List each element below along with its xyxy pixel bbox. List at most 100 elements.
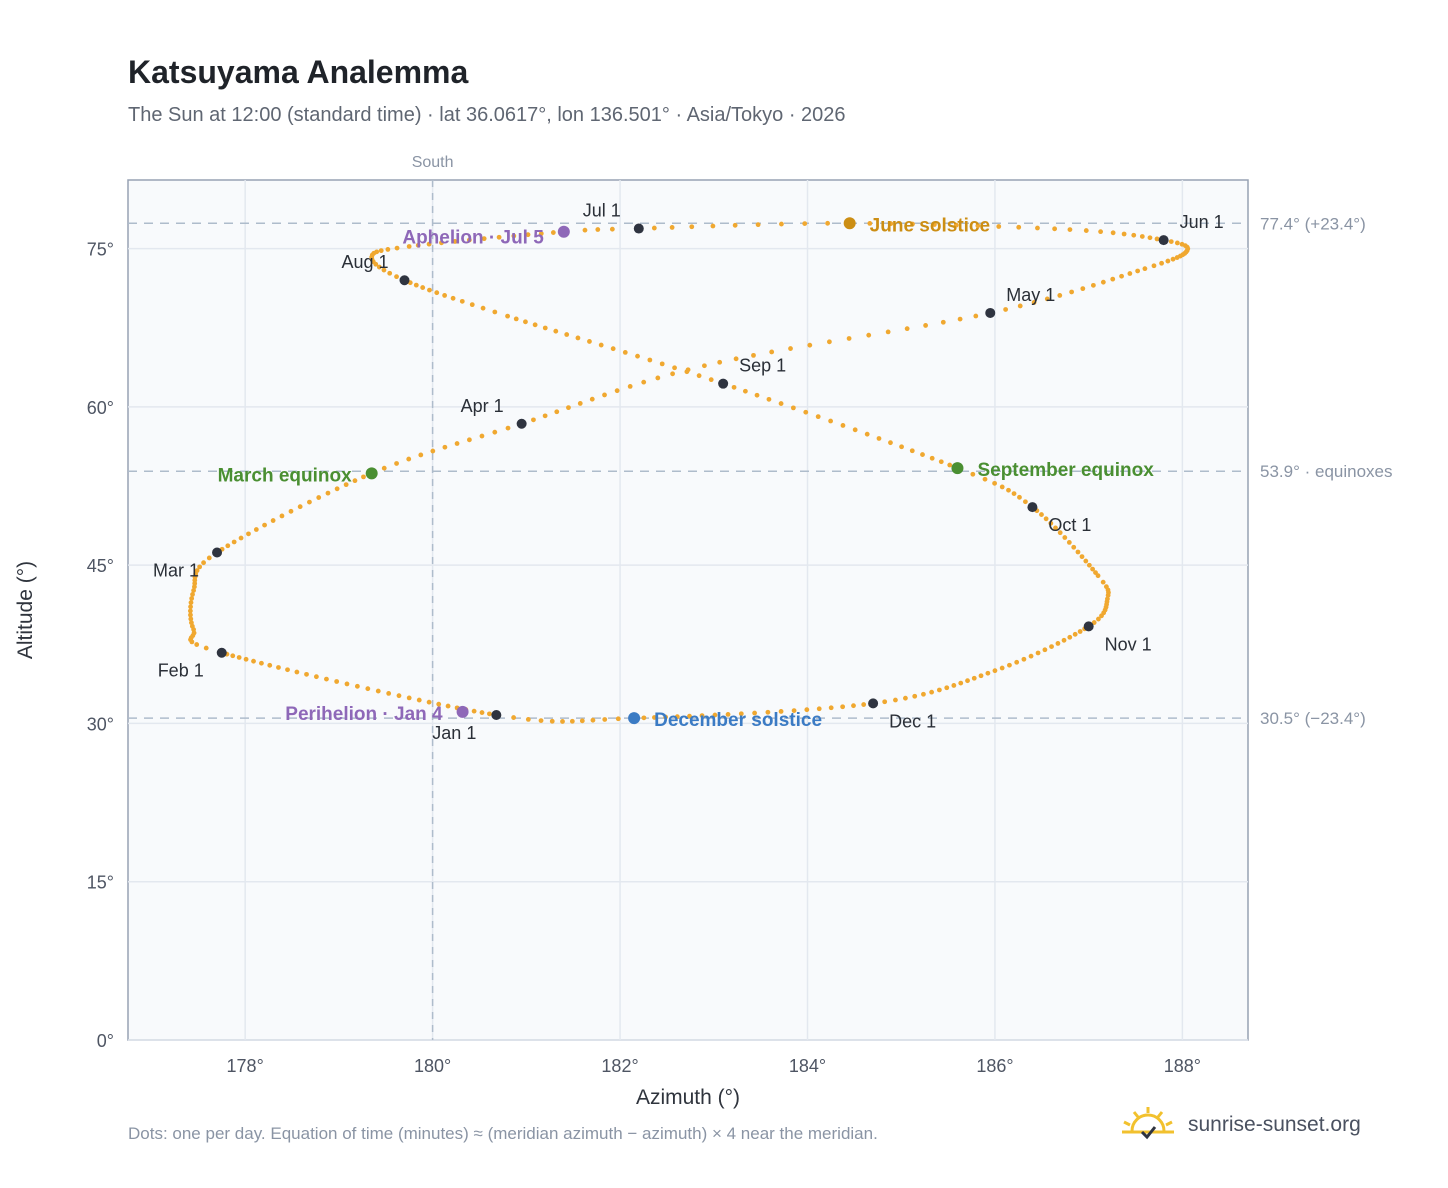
analemma-day-dot <box>696 373 702 379</box>
analemma-day-dot <box>270 518 276 523</box>
analemma-day-dot <box>538 231 544 236</box>
analemma-day-dot <box>454 441 460 446</box>
analemma-day-dot <box>236 655 242 660</box>
analemma-day-dot <box>788 346 793 351</box>
analemma-day-dot <box>663 714 668 720</box>
analemma-day-dot <box>614 388 620 394</box>
reference-label: 53.9° · equinoxes <box>1260 462 1393 481</box>
analemma-day-dot <box>733 356 739 362</box>
analemma-day-dot <box>418 452 424 458</box>
analemma-day-dot <box>670 371 675 377</box>
analemma-day-dot <box>888 440 893 446</box>
analemma-day-dot <box>297 504 303 510</box>
analemma-day-dot <box>560 719 565 724</box>
analemma-day-dot <box>852 427 858 433</box>
y-tick-label: 60° <box>87 398 114 418</box>
analemma-day-dot <box>672 365 677 371</box>
analemma-day-dot <box>1017 303 1023 309</box>
analemma-day-dot <box>492 429 498 435</box>
analemma-day-dot <box>953 222 959 228</box>
analemma-day-dot <box>1016 224 1022 230</box>
analemma-day-dot <box>590 717 596 723</box>
analemma-day-dot <box>325 490 331 496</box>
analemma-day-dot <box>738 711 744 717</box>
analemma-day-dot <box>542 413 548 419</box>
event-marker-label: December solstice <box>654 710 822 731</box>
analemma-day-dot <box>826 339 832 345</box>
analemma-day-dot <box>381 267 387 273</box>
analemma-day-dot <box>929 689 935 695</box>
analemma-day-dot <box>731 384 737 390</box>
analemma-day-dot <box>344 681 350 687</box>
event-marker-dot <box>843 217 856 230</box>
analemma-day-dot <box>439 240 444 246</box>
analemma-day-dot <box>1072 631 1078 637</box>
analemma-day-dot <box>1100 579 1106 585</box>
analemma-day-dot <box>1079 554 1085 560</box>
analemma-day-dot <box>1131 232 1137 238</box>
month-marker-dot <box>216 647 227 658</box>
analemma-day-dot <box>779 221 784 227</box>
analemma-day-dot <box>450 295 456 301</box>
analemma-day-dot <box>807 342 813 348</box>
month-marker-label: Dec 1 <box>889 711 936 731</box>
analemma-day-dot <box>1086 562 1092 568</box>
analemma-day-dot <box>923 323 929 328</box>
analemma-day-dot <box>197 564 203 570</box>
analemma-day-dot <box>466 237 472 243</box>
month-marker-label: Apr 1 <box>461 396 504 416</box>
analemma-day-dot <box>882 699 888 705</box>
analemma-day-dot <box>732 222 738 228</box>
analemma-day-dot <box>1159 260 1164 266</box>
analemma-day-dot <box>1043 516 1049 522</box>
analemma-day-dot <box>525 717 531 722</box>
analemma-day-dot <box>553 328 559 334</box>
month-markers: Jan 1 Feb 1 Mar 1 Apr 1 May 1 Jun 1 Jul 1 Aug 1… <box>153 201 1224 743</box>
analemma-day-dot <box>609 226 615 232</box>
chart-title: Katsuyama Analemma <box>128 54 469 90</box>
analemma-day-dot <box>1142 266 1148 272</box>
event-marker-label: September equinox <box>977 460 1154 481</box>
analemma-day-dot <box>1168 239 1174 244</box>
analemma-day-dot <box>492 309 498 315</box>
analemma-day-dot <box>802 221 808 227</box>
analemma-day-dot <box>940 319 946 325</box>
analemma-day-dot <box>909 448 915 454</box>
month-marker-label: Sep 1 <box>739 356 786 376</box>
analemma-day-dot <box>936 687 942 693</box>
analemma-day-dot <box>1014 659 1020 665</box>
analemma-day-dot <box>511 715 517 720</box>
analemma-day-dot <box>569 718 575 724</box>
event-marker-label: Perihelion · Jan 4 <box>285 704 443 725</box>
analemma-day-dot <box>426 241 432 247</box>
analemma-day-dot <box>866 332 872 338</box>
analemma-day-dot <box>231 539 237 545</box>
analemma-day-dot <box>717 359 723 365</box>
analemma-day-dot <box>253 527 259 532</box>
analemma-day-dot <box>230 653 236 659</box>
brand-logo[interactable]: sunrise-sunset.org <box>1120 1100 1361 1150</box>
analemma-day-dot <box>931 222 937 227</box>
analemma-day-dot <box>965 678 970 684</box>
analemma-day-dot <box>655 375 661 381</box>
analemma-day-dot <box>816 706 822 712</box>
month-marker-label: May 1 <box>1006 285 1055 305</box>
analemma-day-dot <box>1035 650 1041 656</box>
analemma-day-dot <box>840 423 846 428</box>
analemma-day-dot <box>1022 499 1028 505</box>
analemma-day-dot <box>1044 296 1050 302</box>
analemma-day-dot <box>406 244 412 249</box>
analemma-day-dot <box>1105 592 1111 598</box>
analemma-day-dot <box>899 444 904 450</box>
analemma-day-dot <box>1062 535 1068 540</box>
y-tick-label: 15° <box>87 873 114 893</box>
event-marker-label: March equinox <box>218 465 353 486</box>
analemma-day-dot <box>480 305 486 311</box>
analemma-day-dot <box>766 396 772 402</box>
analemma-day-dot <box>903 695 908 701</box>
analemma-day-dot <box>420 285 426 290</box>
analemma-day-dot <box>445 703 451 709</box>
analemma-day-dot <box>375 688 381 694</box>
analemma-day-dot <box>1006 487 1011 493</box>
month-marker-dot <box>491 709 502 720</box>
